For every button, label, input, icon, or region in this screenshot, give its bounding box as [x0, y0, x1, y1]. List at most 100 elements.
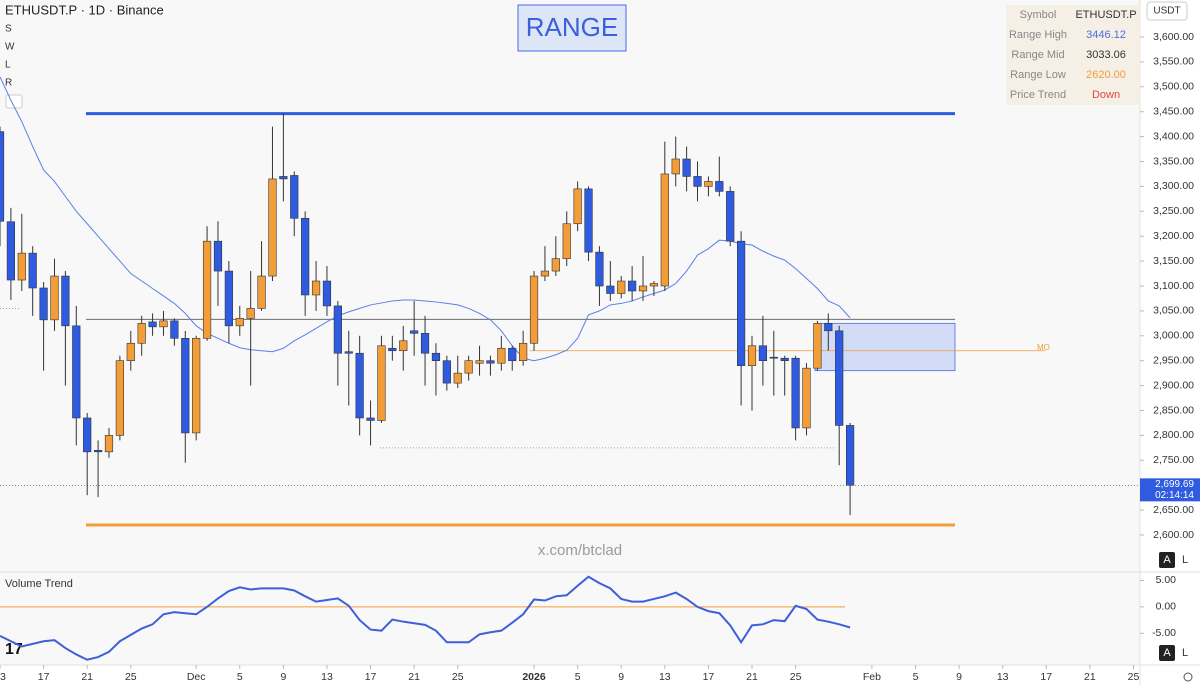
candle-body: [28, 252, 37, 289]
auto-button[interactable]: [1159, 552, 1175, 568]
candle-body: [420, 333, 430, 354]
candle-body: [399, 340, 408, 352]
side-letter[interactable]: L: [5, 60, 11, 71]
volume-tick-label: 5.00: [1156, 574, 1177, 586]
currency-box[interactable]: [1146, 1, 1188, 21]
candle-body: [224, 270, 233, 327]
candle-body: [159, 320, 168, 328]
candle-body: [486, 360, 495, 364]
table-label: Symbol: [1020, 9, 1057, 21]
candle-body: [377, 345, 386, 421]
candle-body: [126, 342, 135, 361]
time-tick-label: 13: [997, 671, 1009, 683]
candle-body: [104, 435, 114, 453]
candle-body: [791, 357, 800, 429]
candle-body: [181, 337, 190, 434]
candle-body: [802, 367, 811, 429]
price-tick-label: 3,600.00: [1153, 31, 1194, 43]
candle-body: [115, 360, 124, 436]
table-value: ETHUSDT.P: [1075, 9, 1136, 21]
side-letter[interactable]: S: [5, 24, 12, 35]
table-label: Range High: [1009, 29, 1067, 41]
currency[interactable]: USDT: [1153, 6, 1180, 17]
price-tick-label: 2,900.00: [1153, 379, 1194, 391]
price-tick-label: 2,950.00: [1153, 354, 1194, 366]
time-tick-label: Dec: [187, 671, 206, 683]
candle-body: [0, 131, 5, 222]
price-tick-label: 2,650.00: [1153, 504, 1194, 516]
candle-body: [540, 270, 550, 277]
candle-body: [835, 330, 844, 426]
candle-body: [584, 188, 593, 253]
price-tick-label: 2,850.00: [1153, 404, 1194, 416]
table-value: Down: [1092, 89, 1120, 101]
candle-body: [61, 275, 70, 327]
candle-body: [519, 342, 528, 361]
time-tick-label: 5: [237, 671, 243, 683]
candle-body: [39, 287, 48, 321]
candle-body: [72, 325, 81, 419]
candle-body: [508, 347, 517, 361]
time-tick-label: 9: [956, 671, 962, 683]
candle-body: [617, 280, 626, 294]
watermark: x.com/btclad: [538, 542, 622, 559]
candle-body: [311, 280, 321, 296]
settings-icon[interactable]: [1183, 672, 1193, 682]
price-tick-label: 3,400.00: [1153, 130, 1194, 142]
candle-body: [431, 352, 441, 361]
candle-body: [257, 275, 266, 309]
price-tick-label: 3,300.00: [1153, 180, 1194, 192]
price-tick-label: 3,550.00: [1153, 56, 1194, 68]
candle-body: [562, 223, 571, 259]
candle-body: [758, 345, 768, 361]
auto-button-label[interactable]: A: [1163, 647, 1171, 659]
auto-button-label[interactable]: A: [1163, 554, 1171, 566]
candle-body: [595, 251, 604, 287]
candle-body: [497, 347, 506, 364]
candle-body: [344, 351, 353, 354]
candle-body: [17, 252, 26, 281]
candle-body: [704, 181, 713, 187]
candle-body: [845, 425, 855, 486]
candle-body: [83, 417, 92, 453]
moving-average: [0, 76, 851, 362]
volume-trend-line: [0, 575, 851, 661]
candle-body: [366, 417, 375, 421]
table-value: 3446.12: [1086, 29, 1126, 41]
candle-body: [268, 178, 277, 277]
candle-body: [410, 330, 419, 334]
candle-body: [726, 191, 735, 242]
time-tick-label: 13: [321, 671, 333, 683]
candle-body: [573, 188, 582, 225]
candle-body: [649, 283, 659, 287]
side-letter[interactable]: R: [5, 78, 12, 89]
table-value: 2620.00: [1086, 69, 1126, 81]
candle-body: [322, 280, 332, 307]
badge-box: [517, 4, 627, 52]
candle-body: [170, 320, 179, 339]
candle-body: [301, 217, 310, 296]
time-tick-label: Feb: [863, 671, 881, 683]
candle-body: [715, 181, 724, 192]
candle-body: [453, 372, 462, 384]
candle-body: [780, 357, 789, 361]
side-letter[interactable]: W: [5, 42, 15, 53]
candle-body: [192, 337, 201, 434]
candle-body: [355, 352, 364, 419]
mo-label: MO: [1037, 343, 1050, 352]
time-tick-label: 17: [1040, 671, 1052, 683]
candle-body: [769, 356, 778, 359]
candle-body: [682, 158, 691, 177]
candle-body: [50, 275, 59, 321]
candle-body: [93, 450, 103, 453]
table-label: Range Low: [1010, 69, 1066, 81]
time-tick-label: 17: [703, 671, 715, 683]
info-table: [1006, 5, 1140, 105]
log-button-label[interactable]: L: [1182, 647, 1188, 659]
candle-body: [660, 173, 669, 287]
current-price-label: 2,699.69: [1155, 479, 1194, 490]
log-button-label[interactable]: L: [1182, 554, 1188, 566]
price-tick-label: 3,050.00: [1153, 305, 1194, 317]
auto-button[interactable]: [1159, 645, 1175, 661]
